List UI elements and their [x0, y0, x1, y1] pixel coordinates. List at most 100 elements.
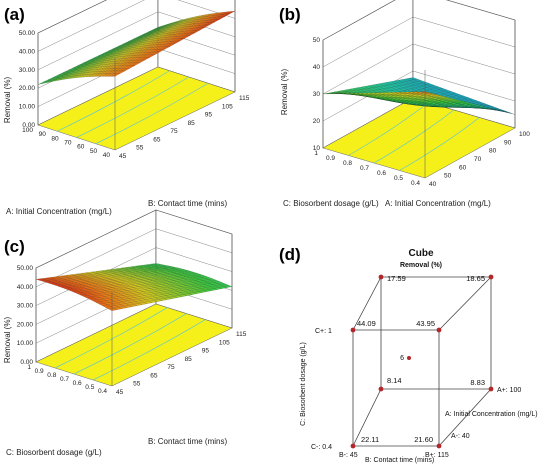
surface-cell [146, 29, 155, 34]
surface-cell [120, 267, 130, 269]
x-tick-label: 0.9 [35, 368, 44, 375]
surface-cell [154, 39, 163, 43]
surface-cell [446, 98, 456, 101]
surface-cell [133, 44, 142, 48]
surface-cell [396, 101, 405, 103]
z-tick-label: 30.00 [17, 303, 34, 310]
surface-cell [388, 99, 397, 102]
z-tick-label: 20.00 [19, 85, 36, 92]
surface-cell [120, 296, 130, 300]
surface-cell [412, 103, 421, 105]
x-tick-label: 0.5 [85, 384, 94, 391]
surface-cell [45, 277, 55, 280]
panel-d: (d) Cube Removal (%) 22.11 21.60 8.14 8.83 44.0… [275, 232, 550, 469]
surface-cell [184, 20, 193, 24]
surface-cell [146, 35, 156, 39]
cube-edge [438, 388, 492, 447]
surface-cell [192, 17, 202, 21]
surface-cell [154, 35, 163, 40]
surface-cell [147, 44, 156, 48]
surface-cell [126, 48, 135, 53]
surface-cell [119, 292, 129, 296]
c-plus-label: C+: 1 [315, 328, 332, 335]
surface-cell [188, 272, 198, 275]
surface-cell [384, 98, 393, 101]
y-tick-label: 60 [459, 164, 467, 171]
surface-cell [79, 273, 88, 276]
z-tick-label: 50.00 [19, 30, 36, 37]
surface-cell [170, 24, 179, 29]
surface-cell [130, 39, 140, 43]
surface-cell [468, 98, 478, 102]
surface-cell [122, 42, 131, 47]
surface-cell [165, 288, 175, 292]
surface-cell [138, 41, 147, 46]
surface-cell [90, 271, 100, 273]
surface-cell [131, 37, 140, 41]
axis-c-label: C: Biosorbent dosage (g/L) [300, 342, 307, 426]
surface-cell [156, 267, 166, 270]
surface-cell [352, 93, 361, 96]
surface-cell [126, 53, 135, 57]
surface-cell [429, 100, 439, 103]
gridline [155, 228, 233, 253]
surface-cell [344, 93, 353, 95]
surface-cell [160, 26, 169, 31]
surface-cell [108, 277, 117, 280]
z-tick-label: 20 [313, 118, 321, 125]
surface-cell [139, 33, 148, 38]
surface-cell [133, 41, 142, 45]
surface-cell [382, 92, 391, 95]
surface-cell [200, 281, 210, 285]
surface-cell [175, 22, 184, 26]
z-tick-label: 30 [313, 91, 321, 98]
surface-mesh [35, 263, 233, 311]
surface-cell [450, 99, 459, 102]
surface-cell [392, 100, 401, 103]
floor-contour [399, 117, 480, 171]
x-tick-label: 0.8 [343, 160, 352, 167]
surface-cell [132, 278, 141, 281]
surface-cell [167, 286, 177, 289]
surface-cell [145, 31, 155, 36]
surface-cell [39, 279, 48, 282]
x-tick-label: 0.9 [326, 155, 335, 162]
y-tick-label: 115 [239, 95, 250, 102]
surface-cell [174, 270, 183, 273]
surface-cell [147, 275, 156, 278]
surface-cell [138, 280, 148, 283]
vertex-value: 17.59 [387, 274, 406, 283]
surface-cell [88, 294, 98, 298]
surface-cell [52, 74, 62, 78]
surface-cell [193, 291, 203, 294]
surface-cell [198, 24, 207, 28]
surface-cell [137, 285, 148, 289]
surface-cell [35, 278, 45, 281]
surface-cell [111, 73, 121, 77]
surface-cell [126, 45, 136, 49]
surface-cell [151, 279, 161, 283]
surface-cell [122, 57, 131, 61]
vertex-value: 21.60 [414, 435, 433, 444]
panel-label: (a) [4, 5, 25, 24]
surface-cell [123, 43, 133, 47]
surface-cell [165, 24, 174, 28]
surface-cell [189, 17, 198, 22]
surface-cell [193, 284, 204, 288]
surface-cell [130, 294, 140, 298]
surface-cell [127, 38, 137, 42]
surface-cell [55, 279, 64, 282]
floor-contour [95, 82, 209, 145]
surface-cell [135, 265, 145, 267]
gridline [155, 247, 233, 272]
surface-cell [413, 99, 423, 102]
cube-vertex [488, 274, 494, 280]
surface-cell [70, 273, 80, 276]
surface-cell [165, 27, 174, 31]
panel-label: (c) [4, 237, 25, 256]
floor [37, 66, 236, 151]
gridline [412, 70, 516, 102]
surface-cell [123, 282, 133, 286]
surface-cell [136, 59, 146, 63]
surface-cell [102, 283, 111, 286]
